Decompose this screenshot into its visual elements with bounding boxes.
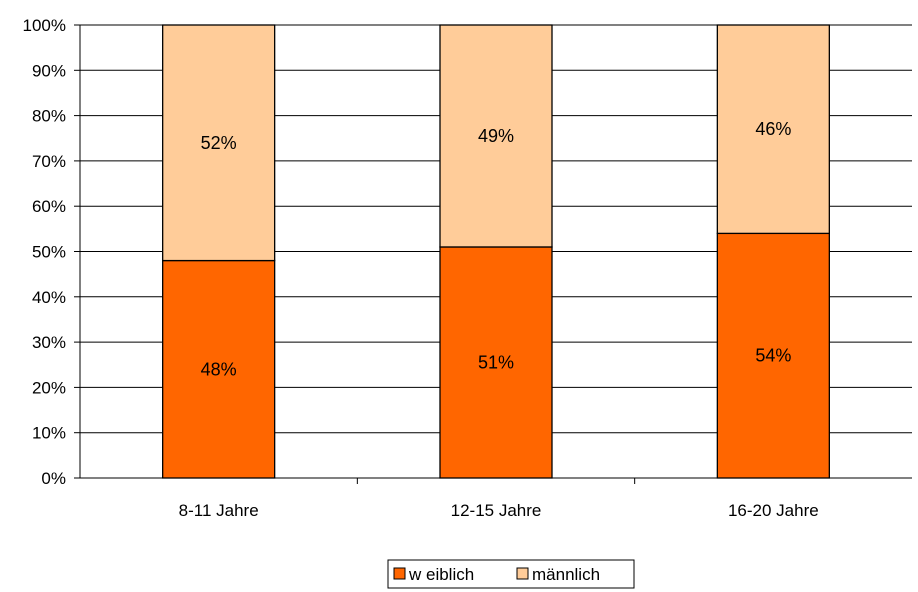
y-tick-label: 0% <box>41 469 66 488</box>
x-tick-label: 16-20 Jahre <box>728 501 819 520</box>
y-tick-label: 90% <box>32 61 66 80</box>
y-tick-label: 30% <box>32 333 66 352</box>
y-tick-label: 20% <box>32 378 66 397</box>
y-tick-label: 10% <box>32 424 66 443</box>
bar-segment-maennlich <box>162 24 276 262</box>
legend-label: männlich <box>532 565 600 584</box>
data-label: 54% <box>755 346 791 366</box>
y-axis-ticks: 0% 10% 20% 30% 40% 50% 60% 70% 80% 90% 100% <box>23 16 80 488</box>
x-axis-ticks: 8-11 Jahre 12-15 Jahre 16-20 Jahre <box>179 478 819 520</box>
bar-segment-weiblich <box>716 232 830 479</box>
legend-swatch <box>393 567 406 580</box>
data-label: 49% <box>478 126 514 146</box>
legend-swatch <box>516 567 529 580</box>
data-label: 52% <box>201 133 237 153</box>
legend-label: w eiblich <box>408 565 474 584</box>
bar-segment-maennlich <box>716 24 830 235</box>
y-tick-label: 50% <box>32 243 66 262</box>
legend: w eiblich männlich <box>387 559 635 589</box>
y-tick-label: 40% <box>32 288 66 307</box>
y-tick-label: 100% <box>23 16 66 35</box>
data-label: 51% <box>478 352 514 372</box>
bar-segment-maennlich <box>439 24 553 248</box>
data-label: 46% <box>755 119 791 139</box>
x-tick-label: 8-11 Jahre <box>179 501 259 520</box>
y-tick-label: 80% <box>32 107 66 126</box>
y-tick-label: 60% <box>32 197 66 216</box>
x-tick-label: 12-15 Jahre <box>451 501 542 520</box>
legend-box <box>387 559 635 589</box>
y-tick-label: 70% <box>32 152 66 171</box>
bars: 48% 52% 51% 49% 54% 46% <box>162 24 830 479</box>
data-label: 48% <box>201 359 237 379</box>
